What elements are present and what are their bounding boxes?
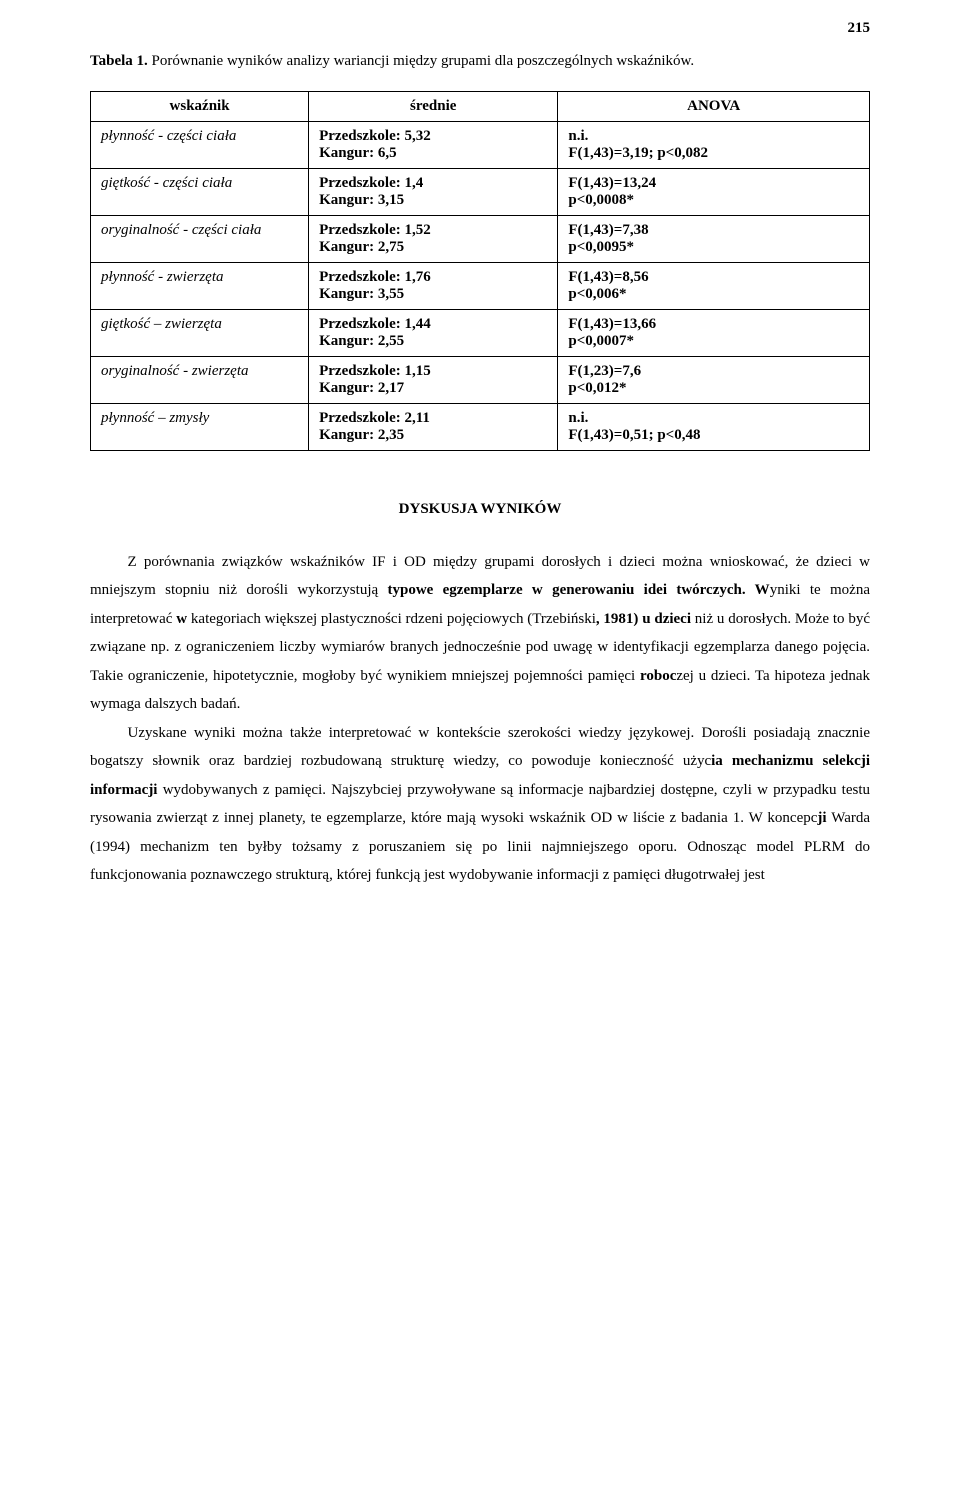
section-heading: DYSKUSJA WYNIKÓW: [90, 501, 870, 518]
row-label: oryginalność - części ciała: [91, 215, 309, 262]
paragraph-1: Z porównania związków wskaźników IF i OD…: [90, 548, 870, 719]
page-number: 215: [848, 20, 871, 37]
table-caption-text: Porównanie wyników analizy wariancji mię…: [148, 53, 694, 69]
row-anova: F(1,43)=7,38p<0,0095*: [558, 215, 870, 262]
row-mean: Przedszkole: 1,4Kangur: 3,15: [309, 168, 558, 215]
body-text: Z porównania związków wskaźników IF i OD…: [90, 548, 870, 890]
row-label: płynność - zwierzęta: [91, 262, 309, 309]
row-mean: Przedszkole: 2,11Kangur: 2,35: [309, 403, 558, 450]
row-mean: Przedszkole: 1,76Kangur: 3,55: [309, 262, 558, 309]
table-row: oryginalność - zwierzętaPrzedszkole: 1,1…: [91, 356, 870, 403]
row-label: giętkość - części ciała: [91, 168, 309, 215]
row-anova: F(1,43)=13,24p<0,0008*: [558, 168, 870, 215]
row-anova: n.i.F(1,43)=3,19; p<0,082: [558, 121, 870, 168]
table-row: giętkość - części ciałaPrzedszkole: 1,4K…: [91, 168, 870, 215]
table-caption: Tabela 1. Porównanie wyników analizy war…: [90, 50, 870, 73]
col-header-wskaznik: wskaźnik: [91, 91, 309, 121]
table-row: płynność - części ciałaPrzedszkole: 5,32…: [91, 121, 870, 168]
row-anova: n.i.F(1,43)=0,51; p<0,48: [558, 403, 870, 450]
row-anova: F(1,23)=7,6p<0,012*: [558, 356, 870, 403]
table-row: płynność - zwierzętaPrzedszkole: 1,76Kan…: [91, 262, 870, 309]
paragraph-2: Uzyskane wyniki można także interpretowa…: [90, 719, 870, 890]
col-header-srednie: średnie: [309, 91, 558, 121]
anova-table: wskaźnik średnie ANOVA płynność - części…: [90, 91, 870, 451]
row-mean: Przedszkole: 5,32Kangur: 6,5: [309, 121, 558, 168]
col-header-anova: ANOVA: [558, 91, 870, 121]
row-label: płynność – zmysły: [91, 403, 309, 450]
table-row: oryginalność - części ciałaPrzedszkole: …: [91, 215, 870, 262]
table-caption-label: Tabela 1.: [90, 53, 148, 69]
row-mean: Przedszkole: 1,44Kangur: 2,55: [309, 309, 558, 356]
row-label: płynność - części ciała: [91, 121, 309, 168]
row-anova: F(1,43)=13,66p<0,0007*: [558, 309, 870, 356]
row-label: giętkość – zwierzęta: [91, 309, 309, 356]
row-mean: Przedszkole: 1,52Kangur: 2,75: [309, 215, 558, 262]
row-anova: F(1,43)=8,56p<0,006*: [558, 262, 870, 309]
table-row: płynność – zmysłyPrzedszkole: 2,11Kangur…: [91, 403, 870, 450]
table-row: giętkość – zwierzętaPrzedszkole: 1,44Kan…: [91, 309, 870, 356]
row-label: oryginalność - zwierzęta: [91, 356, 309, 403]
row-mean: Przedszkole: 1,15Kangur: 2,17: [309, 356, 558, 403]
